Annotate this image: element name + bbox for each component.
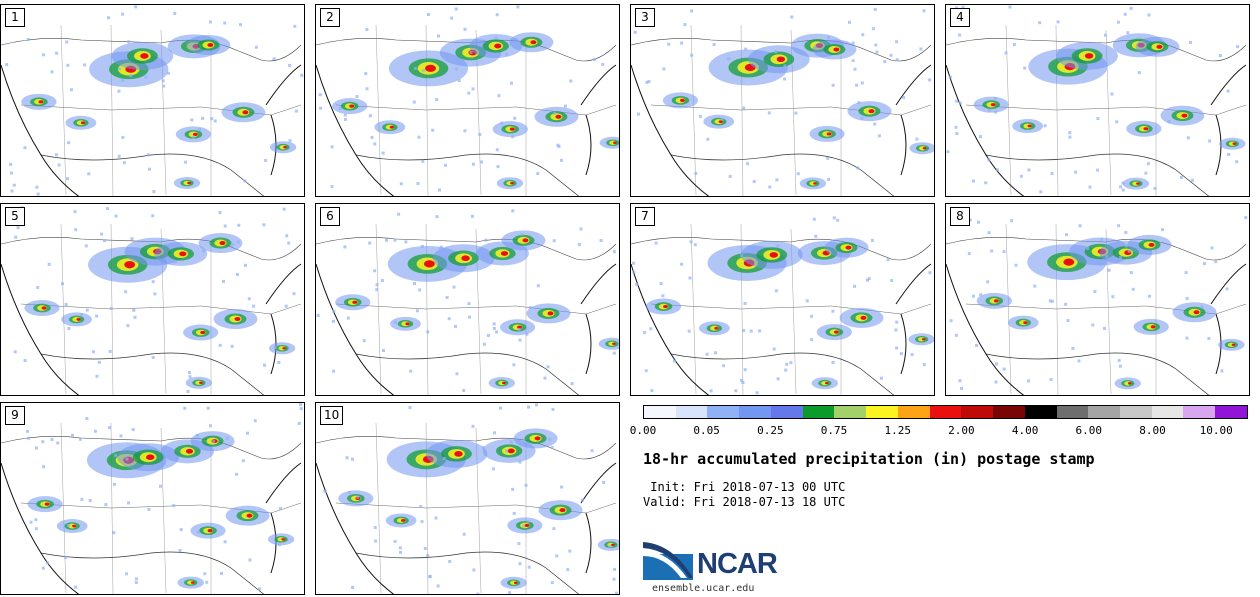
- panel-number-label: 7: [635, 207, 655, 226]
- panel-number-label: 10: [320, 406, 344, 425]
- panel-number-label: 8: [950, 207, 970, 226]
- map-svg: [1, 206, 302, 395]
- map-panel-9: 9: [0, 402, 305, 595]
- colorbar-tick-label: 0.05: [693, 424, 720, 437]
- colorbar-segment-18: [1215, 406, 1247, 418]
- panel-number-label: 1: [5, 8, 25, 27]
- map-svg: [946, 216, 1248, 395]
- map-panel-3: 3: [630, 4, 935, 197]
- map-panel-1: 1: [0, 4, 305, 197]
- colorbar-tick-label: 0.25: [757, 424, 784, 437]
- colorbar-tick-label: 10.00: [1199, 424, 1233, 437]
- panel-number-label: 2: [320, 8, 340, 27]
- colorbar-tick-label: 0.00: [629, 424, 657, 437]
- colorbar-tick-label: 8.00: [1139, 424, 1166, 437]
- map-panel-5: 5: [0, 203, 305, 396]
- colorbar-segment-14: [1088, 406, 1121, 418]
- colorbar-segment-3: [739, 406, 771, 418]
- colorbar-segment-5: [802, 406, 835, 418]
- map-panel-10: 10: [315, 402, 620, 595]
- colorbar-segment-11: [993, 406, 1025, 418]
- map-svg: [316, 403, 619, 594]
- colorbar-segment-1: [675, 406, 708, 418]
- colorbar-segment-4: [770, 406, 803, 418]
- init-time: Init: Fri 2018-07-13 00 UTC: [643, 480, 846, 494]
- panel-number-label: 9: [5, 406, 25, 425]
- colorbar-segment-16: [1151, 406, 1184, 418]
- map-svg: [316, 5, 619, 196]
- colorbar-segment-15: [1120, 406, 1152, 418]
- colorbar-segment-6: [834, 406, 867, 418]
- map-panel-2: 2: [315, 4, 620, 197]
- map-svg: [1, 5, 304, 196]
- colorbar-segment-9: [929, 406, 962, 418]
- precip-colorbar: [643, 405, 1248, 419]
- colorbar-segment-2: [707, 406, 740, 418]
- panel-number-label: 6: [320, 207, 340, 226]
- colorbar-tick-label: 2.00: [948, 424, 975, 437]
- colorbar-segment-12: [1024, 406, 1057, 418]
- map-svg: [316, 209, 619, 395]
- map-panel-6: 6: [315, 203, 620, 396]
- panel-number-label: 5: [5, 207, 25, 226]
- colorbar-segment-10: [961, 406, 994, 418]
- panel-number-label: 4: [950, 8, 970, 27]
- map-svg: [1, 403, 303, 594]
- map-panel-7: 7: [630, 203, 935, 396]
- colorbar-segment-0: [644, 406, 676, 418]
- colorbar-tick-label: 0.75: [820, 424, 848, 437]
- colorbar-segment-13: [1056, 406, 1089, 418]
- map-svg: [631, 7, 934, 196]
- colorbar-tick-label: 1.25: [884, 424, 911, 437]
- map-panel-4: 4: [945, 4, 1250, 197]
- panel-number-label: 3: [635, 8, 655, 27]
- map-panel-8: 8: [945, 203, 1250, 396]
- map-svg: [946, 5, 1247, 196]
- site-url: ensemble.ucar.edu: [652, 583, 755, 594]
- chart-title: 18-hr accumulated precipitation (in) pos…: [643, 450, 1095, 468]
- valid-time: Valid: Fri 2018-07-13 18 UTC: [643, 495, 846, 509]
- logo-wordmark: NCAR: [697, 548, 778, 580]
- colorbar-tick-label: 4.00: [1011, 424, 1039, 437]
- colorbar-segment-7: [866, 406, 898, 418]
- colorbar-tick-label: 6.00: [1075, 424, 1103, 437]
- colorbar-segment-8: [897, 406, 930, 418]
- colorbar-segment-17: [1183, 406, 1216, 418]
- map-svg: [631, 216, 934, 395]
- ncar-logo-icon: [643, 542, 693, 580]
